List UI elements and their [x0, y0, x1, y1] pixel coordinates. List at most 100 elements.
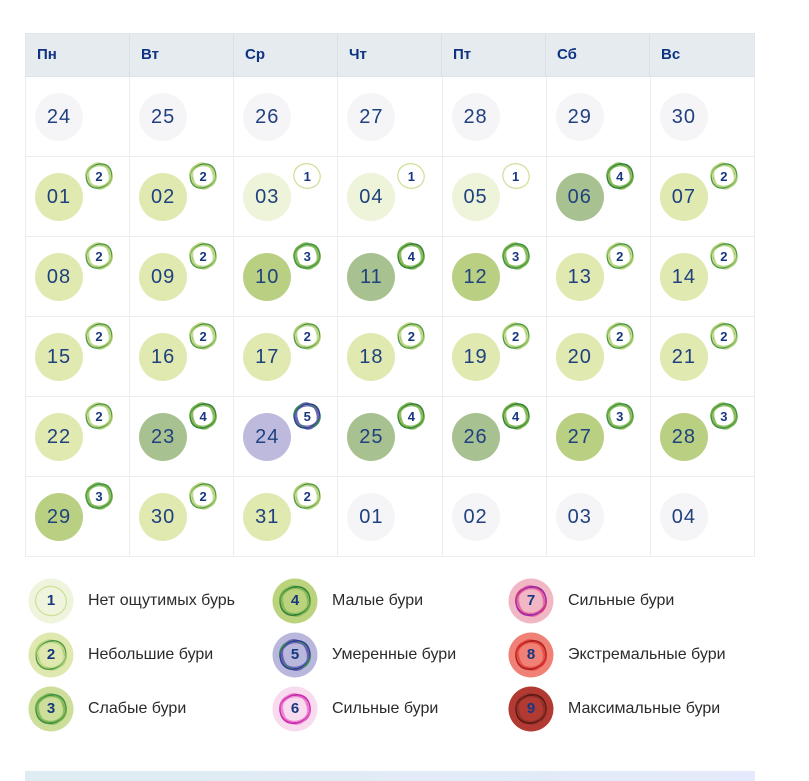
- day-cell[interactable]: 14 2: [650, 237, 755, 317]
- day-cell[interactable]: 26 4: [442, 397, 547, 477]
- day-cell: 30: [650, 77, 755, 157]
- day-cell[interactable]: 27 3: [546, 397, 651, 477]
- day-number-circle: 23: [139, 413, 188, 461]
- day-cell[interactable]: 15 2: [26, 317, 131, 397]
- day-number-circle: 16: [139, 333, 188, 381]
- storm-level-value: 4: [407, 248, 416, 264]
- day-number: 28: [463, 105, 488, 128]
- day-cell[interactable]: 13 2: [546, 237, 651, 317]
- day-cell[interactable]: 18 2: [338, 317, 443, 397]
- day-number-circle: 26: [451, 413, 500, 461]
- day-number: 31: [255, 505, 280, 528]
- day-cell: 26: [234, 77, 339, 157]
- legend-level-number: 9: [526, 700, 536, 717]
- legend-level-number: 6: [290, 700, 300, 717]
- day-number: 21: [671, 345, 696, 368]
- day-number: 06: [567, 185, 592, 208]
- day-number: 27: [567, 425, 592, 448]
- day-cell[interactable]: 11 4: [338, 237, 443, 317]
- storm-level-badge: 2: [707, 159, 741, 193]
- day-cell[interactable]: 23 4: [130, 397, 235, 477]
- day-cell: 25: [130, 77, 235, 157]
- day-cell[interactable]: 21 2: [650, 317, 755, 397]
- storm-level-badge: 1: [290, 159, 324, 193]
- day-cell[interactable]: 24 5: [234, 397, 339, 477]
- storm-level-badge: 2: [290, 319, 324, 353]
- legend-level-number: 5: [290, 646, 300, 663]
- storm-level-badge: 2: [186, 239, 220, 273]
- day-cell[interactable]: 16 2: [130, 317, 235, 397]
- storm-level-badge: 2: [499, 319, 533, 353]
- legend-label: Сильные бури: [568, 591, 675, 609]
- day-number: 01: [46, 185, 72, 208]
- day-cell[interactable]: 31 2: [234, 477, 339, 557]
- day-cell[interactable]: 10 3: [234, 237, 339, 317]
- day-number-circle: 08: [35, 253, 83, 301]
- day-cell[interactable]: 22 2: [26, 397, 131, 477]
- day-cell[interactable]: 02 2: [130, 157, 235, 237]
- day-cell[interactable]: 07 2: [650, 157, 755, 237]
- day-number: 08: [46, 265, 72, 288]
- day-cell[interactable]: 08 2: [26, 237, 131, 317]
- storm-level-value: 2: [303, 488, 311, 504]
- day-cell[interactable]: 20 2: [546, 317, 651, 397]
- storm-level-value: 2: [95, 168, 103, 184]
- storm-level-value: 2: [616, 328, 624, 344]
- legend-level-number: 3: [46, 700, 56, 717]
- legend-item-level-6: 6 Сильные бури: [272, 686, 508, 731]
- day-cell[interactable]: 01 2: [26, 157, 131, 237]
- legend-label: Небольшие бури: [88, 645, 214, 663]
- legend-item-level-3: 3 Слабые бури: [28, 686, 272, 731]
- storm-level-icon: 8: [508, 632, 554, 678]
- day-number: 02: [463, 505, 488, 528]
- day-cell[interactable]: 03 1: [234, 157, 339, 237]
- storm-level-value: 2: [95, 408, 103, 424]
- day-cell[interactable]: 12 3: [442, 237, 547, 317]
- day-cell[interactable]: 29 3: [26, 477, 131, 557]
- storm-level-value: 1: [303, 168, 311, 184]
- day-number-circle: 24: [243, 413, 292, 461]
- day-number-circle: 25: [139, 93, 188, 141]
- day-number: 12: [463, 265, 488, 288]
- day-number: 14: [671, 265, 696, 288]
- day-cell[interactable]: 17 2: [234, 317, 339, 397]
- storm-level-value: 2: [720, 248, 728, 264]
- storm-level-value: 3: [95, 488, 103, 504]
- storm-level-value: 2: [199, 248, 207, 264]
- day-number-circle: 04: [659, 493, 708, 541]
- storm-level-value: 2: [95, 248, 103, 264]
- day-number-circle: 09: [139, 253, 188, 301]
- day-cell[interactable]: 05 1: [442, 157, 547, 237]
- day-cell[interactable]: 28 3: [650, 397, 755, 477]
- day-number: 23: [151, 425, 176, 448]
- day-number: 26: [255, 105, 280, 128]
- day-number: 16: [151, 345, 176, 368]
- day-number-circle: 27: [347, 93, 396, 141]
- storm-level-badge: 4: [186, 399, 220, 433]
- day-number: 30: [151, 505, 176, 528]
- storm-level-badge: 4: [499, 399, 533, 433]
- storm-level-badge: 3: [707, 399, 741, 433]
- storm-level-value: 1: [407, 168, 416, 184]
- legend-level-number: 7: [526, 592, 536, 609]
- day-cell[interactable]: 25 4: [338, 397, 443, 477]
- day-number: 26: [463, 425, 488, 448]
- legend-label: Малые бури: [332, 591, 424, 609]
- storm-level-value: 4: [407, 408, 416, 424]
- day-number-circle: 29: [555, 93, 604, 141]
- day-number-circle: 20: [555, 333, 604, 381]
- day-number: 22: [46, 425, 72, 448]
- day-cell[interactable]: 30 2: [130, 477, 235, 557]
- day-cell[interactable]: 06 4: [546, 157, 651, 237]
- legend-label: Экстремальные бури: [568, 645, 726, 663]
- day-cell[interactable]: 04 1: [338, 157, 443, 237]
- weekday-label: Сб: [546, 34, 650, 76]
- storm-level-badge: 4: [603, 159, 637, 193]
- weekday-label: Пт: [442, 34, 546, 76]
- day-cell[interactable]: 09 2: [130, 237, 235, 317]
- day-number-circle: 04: [347, 173, 396, 221]
- storm-level-value: 3: [720, 408, 728, 424]
- legend-label: Максимальные бури: [568, 699, 721, 717]
- storm-level-icon: 1: [28, 578, 74, 624]
- day-cell[interactable]: 19 2: [442, 317, 547, 397]
